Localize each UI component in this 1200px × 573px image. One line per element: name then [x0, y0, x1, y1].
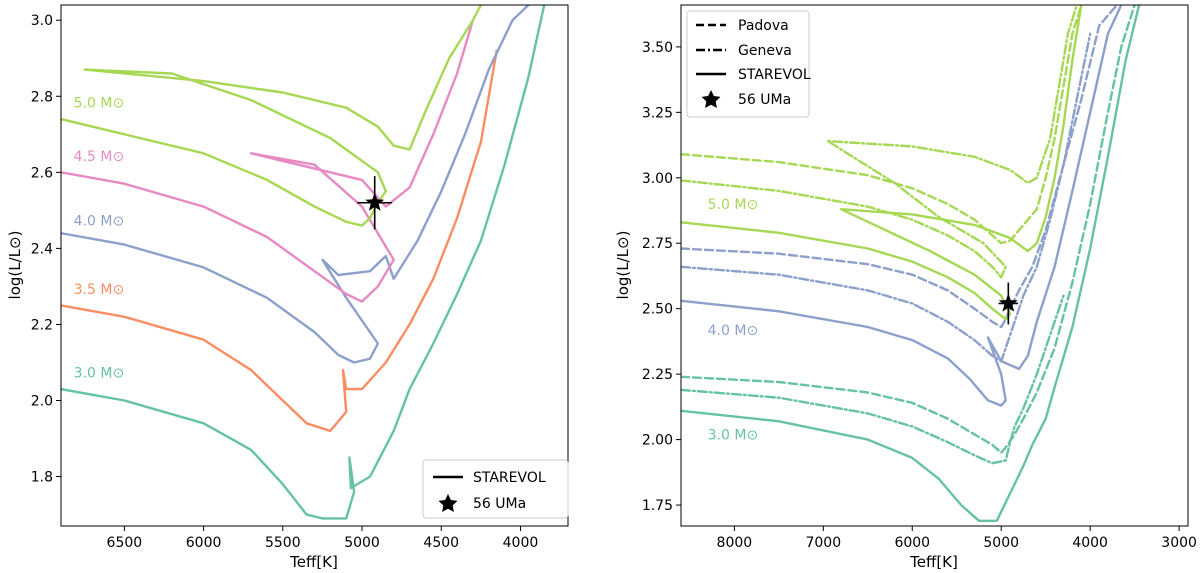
- left-legend-box: [422, 459, 569, 519]
- y-tick-label: 1.8: [31, 470, 53, 486]
- mass-label-m50: 5.0 M⊙: [708, 197, 759, 213]
- track-m40-dashed: [681, 5, 1118, 329]
- y-tick-label: 2.25: [642, 367, 673, 383]
- y-tick-label: 2.75: [642, 236, 673, 252]
- track-m50-solid: [681, 5, 1083, 321]
- x-tick-label: 5000: [983, 535, 1019, 551]
- y-tick-label: 3.00: [642, 171, 673, 187]
- right-y-ticks: 1.75 2.00 2.25 2.50 2.75 3.00 3.25 3.50: [642, 40, 681, 514]
- left-y-axis-label: log(L/L⊙): [6, 231, 24, 300]
- y-tick-label: 3.25: [642, 105, 673, 121]
- right-x-ticks: 8000 7000 6000 5000 4000 3000: [717, 526, 1197, 551]
- legend-star-icon-right: [701, 90, 721, 108]
- right-mass-labels: 5.0 M⊙ 4.0 M⊙ 3.0 M⊙: [708, 197, 759, 443]
- x-tick-label: 5500: [265, 535, 301, 551]
- x-tick-label: 4000: [1072, 535, 1108, 551]
- y-tick-label: 2.4: [31, 241, 53, 257]
- right-legend: Padova Geneva STAREVOL 56 UMa: [686, 10, 811, 118]
- right-legend-box: [686, 10, 810, 118]
- left-plot-frame: [60, 4, 569, 527]
- y-tick-label: 2.2: [31, 317, 53, 333]
- right-tracks: [681, 5, 1141, 522]
- track-m50-dashed: [681, 5, 1083, 245]
- legend-56uma-label-right: 56 UMa: [738, 92, 791, 108]
- track-m40-dashdot: [681, 32, 1092, 363]
- y-tick-label: 2.50: [642, 302, 673, 318]
- track-m45-solid: [61, 19, 475, 303]
- mass-label-m35: 3.5 M⊙: [74, 282, 125, 298]
- star-56uma-point: [365, 192, 385, 211]
- x-tick-label: 4500: [423, 535, 459, 551]
- track-m40-solid: [61, 5, 530, 364]
- right-star-marker: [998, 282, 1019, 325]
- y-tick-label: 3.50: [642, 40, 673, 56]
- x-tick-label: 3000: [1161, 535, 1197, 551]
- mass-label-m40: 4.0 M⊙: [708, 323, 759, 339]
- left-x-ticks: 6500 6000 5500 5000 4500 4000: [107, 526, 539, 551]
- mass-label-m30: 3.0 M⊙: [74, 366, 125, 382]
- x-tick-label: 8000: [717, 535, 753, 551]
- star-56uma-point: [998, 293, 1018, 312]
- legend-starevol-label-right: STAREVOL: [738, 67, 811, 83]
- legend-padova-label: Padova: [738, 18, 789, 34]
- right-plot-frame: [680, 4, 1189, 527]
- left-tracks: [61, 5, 546, 520]
- legend-56uma-label: 56 UMa: [473, 496, 526, 512]
- left-panel: 5.0 M⊙ 4.5 M⊙ 4.0 M⊙ 3.5 M⊙ 3.0 M⊙ 6500 6000 5…: [6, 4, 569, 571]
- y-tick-label: 1.75: [642, 498, 673, 514]
- y-tick-label: 2.6: [31, 165, 53, 181]
- track-m35-solid: [61, 49, 498, 433]
- x-tick-label: 6000: [894, 535, 930, 551]
- y-tick-label: 3.0: [31, 13, 53, 29]
- left-mass-labels: 5.0 M⊙ 4.5 M⊙ 4.0 M⊙ 3.5 M⊙ 3.0 M⊙: [74, 96, 125, 382]
- x-tick-label: 6000: [186, 535, 222, 551]
- left-star-marker: [357, 176, 393, 230]
- mass-label-m45: 4.5 M⊙: [74, 149, 125, 165]
- track-m30-dashdot: [681, 294, 1065, 465]
- legend-geneva-label: Geneva: [738, 43, 792, 59]
- track-m50-solid: [61, 5, 483, 227]
- y-tick-label: 2.00: [642, 433, 673, 449]
- track-m30-solid: [681, 5, 1141, 522]
- left-legend: STAREVOL 56 UMa: [422, 459, 569, 519]
- track-m50-dashdot: [681, 5, 1078, 279]
- right-panel: 5.0 M⊙ 4.0 M⊙ 3.0 M⊙ 8000 7000 6000 5000 4000 3…: [614, 4, 1197, 571]
- track-m30-solid: [61, 5, 546, 520]
- mass-label-m30: 3.0 M⊙: [708, 428, 759, 444]
- track-m40-solid: [681, 5, 1123, 407]
- y-tick-label: 2.0: [31, 394, 53, 410]
- x-tick-label: 4000: [503, 535, 539, 551]
- mass-label-m50: 5.0 M⊙: [74, 96, 125, 112]
- left-y-ticks: 1.8 2.0 2.2 2.4 2.6 2.8 3.0: [31, 13, 61, 486]
- x-tick-label: 7000: [805, 535, 841, 551]
- x-tick-label: 5000: [344, 535, 380, 551]
- right-x-axis-label: Teff[K]: [909, 553, 958, 571]
- mass-label-m40: 4.0 M⊙: [74, 214, 125, 230]
- y-tick-label: 2.8: [31, 89, 53, 105]
- right-y-axis-label: log(L/L⊙): [614, 231, 632, 300]
- left-x-axis-label: Teff[K]: [289, 553, 338, 571]
- legend-starevol-label: STAREVOL: [473, 470, 546, 486]
- legend-star-icon: [438, 494, 458, 512]
- x-tick-label: 6500: [107, 535, 143, 551]
